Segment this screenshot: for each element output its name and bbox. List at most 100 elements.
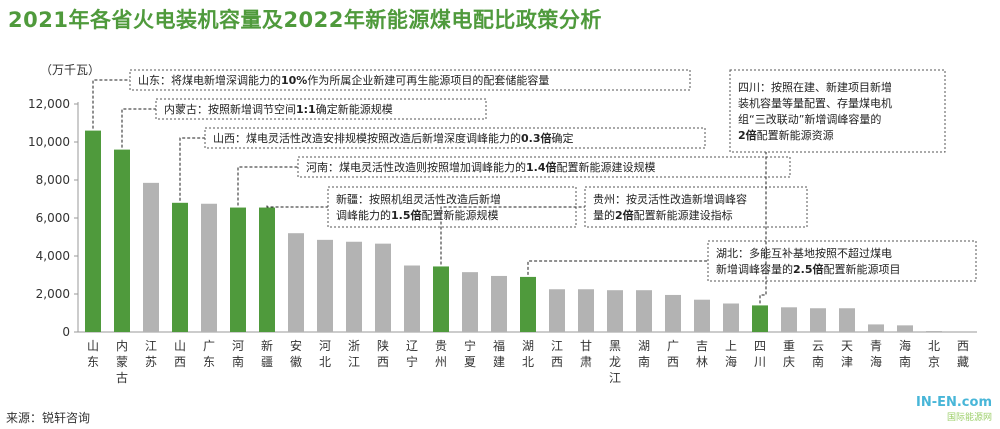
- source-note: 来源：锐轩咨询: [6, 411, 91, 425]
- annotation-segment: 2倍: [738, 128, 757, 142]
- bar-24: [781, 307, 797, 332]
- annotation-segment: 新增调峰容量的: [716, 262, 793, 276]
- annotation-text: 新增调峰容量的2.5倍配置新能源项目: [716, 262, 901, 276]
- category-label: 天津: [841, 339, 853, 369]
- y-tick-label: 0: [62, 325, 70, 339]
- annotation-segment: 组“三改联动”新增调峰容量的: [738, 112, 881, 126]
- annotation-text: 量的2倍配置新能源建设指标: [593, 208, 733, 222]
- annotation-segment: 调峰能力的: [336, 208, 391, 222]
- category-label: 福建: [493, 338, 505, 369]
- annotation-segment: 四川：按照在建、新建项目新增: [738, 80, 892, 94]
- category-label: 江西: [551, 339, 563, 369]
- y-axis-unit: （万千瓦）: [40, 63, 101, 77]
- annotation-segment: 新疆：按照机组灵活性改造后新增: [336, 192, 501, 206]
- annotation-leader-1: [121, 108, 156, 148]
- bar-18: [607, 290, 623, 332]
- annotation-segment: 0.3倍: [521, 131, 552, 145]
- bar-12: [433, 266, 449, 332]
- bar-17: [578, 289, 594, 332]
- category-label: 山东: [87, 339, 99, 369]
- annotation-segment: 确定: [552, 131, 574, 145]
- annotation-segment: 贵州：按灵活性改造新增调峰容: [593, 192, 747, 206]
- annotation-segment: 确定新能源规模: [316, 102, 393, 116]
- watermark-logo: IN-EN.com 国际能源网: [916, 395, 992, 423]
- annotation-segment: 河南：煤电灵活性改造则按照增加调峰能力的: [306, 160, 526, 174]
- annotation-segment: 2.5倍: [793, 262, 824, 276]
- annotation-segment: 内蒙古：按照新增调节空间: [164, 102, 296, 116]
- annotation-segment: 1.4倍: [526, 160, 557, 174]
- bar-13: [462, 272, 478, 332]
- annotation-text: 湖北：多能互补基地按照不超过煤电: [716, 246, 892, 260]
- bar-2: [143, 182, 159, 332]
- bar-16: [549, 289, 565, 332]
- bar-25: [810, 308, 826, 332]
- annotation-segment: 10%: [281, 74, 307, 87]
- category-label: 广西: [667, 339, 679, 369]
- bar-4: [201, 203, 217, 332]
- annotation-text: 山东：将煤电新增深调能力的10%作为所属企业新建可再生能源项目的配套储能容量: [138, 73, 549, 87]
- bar-15: [520, 276, 536, 332]
- bar-29: [926, 331, 942, 332]
- annotation-segment: 湖北：多能互补基地按照不超过煤电: [716, 246, 892, 260]
- category-label: 安徽: [290, 338, 302, 369]
- annotation-segment: 作为所属企业新建可再生能源项目的配套储能容量: [307, 73, 549, 87]
- category-label: 青海: [870, 339, 882, 369]
- annotation-leader-0: [92, 79, 130, 129]
- category-label: 吉林: [696, 339, 708, 369]
- y-tick-label: 10,000: [28, 135, 70, 149]
- category-label: 湖南: [638, 338, 650, 369]
- bar-22: [723, 303, 739, 332]
- annotation-segment: 山西：煤电灵活性改造安排规模按照改造后新增深度调峰能力的: [213, 131, 521, 145]
- category-label: 浙江: [348, 339, 360, 369]
- annotation-box-0: [129, 69, 691, 91]
- annotation-segment: 1.5倍: [391, 208, 422, 222]
- bar-11: [404, 265, 420, 332]
- annotation-text: 新疆：按照机组灵活性改造后新增: [336, 192, 501, 206]
- category-label: 辽宁: [406, 339, 418, 369]
- annotation-leader-6: [527, 260, 708, 275]
- bar-0: [85, 130, 101, 332]
- bar-28: [897, 325, 913, 332]
- watermark-line2: 国际能源网: [946, 413, 992, 423]
- annotation-leader-4: [266, 205, 328, 208]
- annotation-box-3: [297, 156, 791, 178]
- bar-1: [114, 149, 130, 332]
- annotation-text: 组“三改联动”新增调峰容量的: [738, 112, 881, 126]
- annotation-leader-2: [179, 137, 205, 201]
- annotation-segment: 量的: [593, 208, 615, 222]
- annotation-text: 山西：煤电灵活性改造安排规模按照改造后新增深度调峰能力的0.3倍确定: [213, 131, 574, 145]
- category-label: 江苏: [145, 339, 157, 369]
- bar-5: [230, 207, 246, 332]
- annotation-box-5: [584, 186, 808, 228]
- bar-20: [665, 294, 681, 332]
- bar-7: [288, 233, 304, 332]
- annotation-segment: 配置新能源规模: [422, 208, 499, 222]
- category-label: 山西: [174, 339, 186, 369]
- bar-21: [694, 299, 710, 332]
- category-label: 湖北: [522, 338, 534, 369]
- annotation-text: 贵州：按灵活性改造新增调峰容: [593, 192, 747, 206]
- annotation-segment: 配置新能源建设指标: [634, 208, 733, 222]
- category-label: 重庆: [783, 339, 795, 369]
- category-label: 内蒙古: [116, 339, 128, 385]
- category-label: 西藏: [957, 339, 969, 369]
- annotation-segment: 2倍: [615, 208, 634, 222]
- bar-9: [346, 241, 362, 332]
- annotation-text: 内蒙古：按照新增调节空间1:1确定新能源规模: [164, 102, 393, 116]
- annotation-segment: 装机容量等量配置、存量煤电机: [738, 96, 892, 110]
- annotation-text: 2倍配置新能源资源: [738, 128, 834, 142]
- y-tick-label: 8,000: [36, 173, 70, 187]
- category-label: 北京: [928, 339, 940, 369]
- category-label: 上海: [725, 339, 737, 369]
- category-label: 河南: [232, 339, 244, 369]
- annotation-box-2: [204, 127, 706, 149]
- y-tick-label: 12,000: [28, 97, 70, 111]
- bar-3: [172, 202, 188, 332]
- category-label: 四川: [754, 339, 766, 369]
- category-label: 甘肃: [580, 339, 592, 369]
- category-label: 海南: [899, 338, 911, 369]
- bar-27: [868, 324, 884, 332]
- annotation-segment: 配置新能源资源: [757, 128, 834, 142]
- annotation-leader-3: [237, 166, 298, 206]
- annotation-text: 装机容量等量配置、存量煤电机: [738, 96, 892, 110]
